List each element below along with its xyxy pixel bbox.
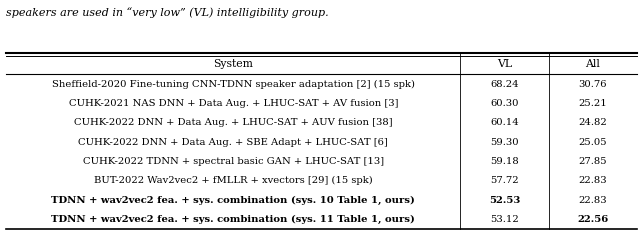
Text: 60.30: 60.30 (490, 99, 518, 108)
Text: 25.05: 25.05 (579, 138, 607, 147)
Text: Sheffield-2020 Fine-tuning CNN-TDNN speaker adaptation [2] (15 spk): Sheffield-2020 Fine-tuning CNN-TDNN spea… (52, 80, 415, 89)
Text: 68.24: 68.24 (490, 80, 519, 88)
Text: 53.12: 53.12 (490, 215, 519, 224)
Text: 30.76: 30.76 (579, 80, 607, 88)
Text: System: System (213, 59, 253, 69)
Text: 22.83: 22.83 (579, 196, 607, 205)
Text: 59.18: 59.18 (490, 157, 519, 166)
Text: TDNN + wav2vec2 fea. + sys. combination (sys. 10 Table 1, ours): TDNN + wav2vec2 fea. + sys. combination … (51, 196, 415, 205)
Text: 22.56: 22.56 (577, 215, 608, 224)
Text: TDNN + wav2vec2 fea. + sys. combination (sys. 11 Table 1, ours): TDNN + wav2vec2 fea. + sys. combination … (51, 215, 415, 224)
Text: CUHK-2022 TDNN + spectral basic GAN + LHUC-SAT [13]: CUHK-2022 TDNN + spectral basic GAN + LH… (83, 157, 384, 166)
Text: CUHK-2021 NAS DNN + Data Aug. + LHUC-SAT + AV fusion [3]: CUHK-2021 NAS DNN + Data Aug. + LHUC-SAT… (68, 99, 398, 108)
Text: 59.30: 59.30 (490, 138, 519, 147)
Text: 22.83: 22.83 (579, 177, 607, 185)
Text: VL: VL (497, 59, 512, 69)
Text: 52.53: 52.53 (489, 196, 520, 205)
Text: CUHK-2022 DNN + Data Aug. + LHUC-SAT + AUV fusion [38]: CUHK-2022 DNN + Data Aug. + LHUC-SAT + A… (74, 118, 393, 127)
Text: 24.82: 24.82 (579, 118, 607, 127)
Text: 25.21: 25.21 (579, 99, 607, 108)
Text: 57.72: 57.72 (490, 177, 519, 185)
Text: 27.85: 27.85 (579, 157, 607, 166)
Text: All: All (585, 59, 600, 69)
Text: 60.14: 60.14 (490, 118, 519, 127)
Text: BUT-2022 Wav2vec2 + fMLLR + xvectors [29] (15 spk): BUT-2022 Wav2vec2 + fMLLR + xvectors [29… (94, 176, 372, 185)
Text: speakers are used in “very low” (VL) intelligibility group.: speakers are used in “very low” (VL) int… (6, 7, 329, 18)
Text: CUHK-2022 DNN + Data Aug. + SBE Adapt + LHUC-SAT [6]: CUHK-2022 DNN + Data Aug. + SBE Adapt + … (79, 138, 388, 147)
